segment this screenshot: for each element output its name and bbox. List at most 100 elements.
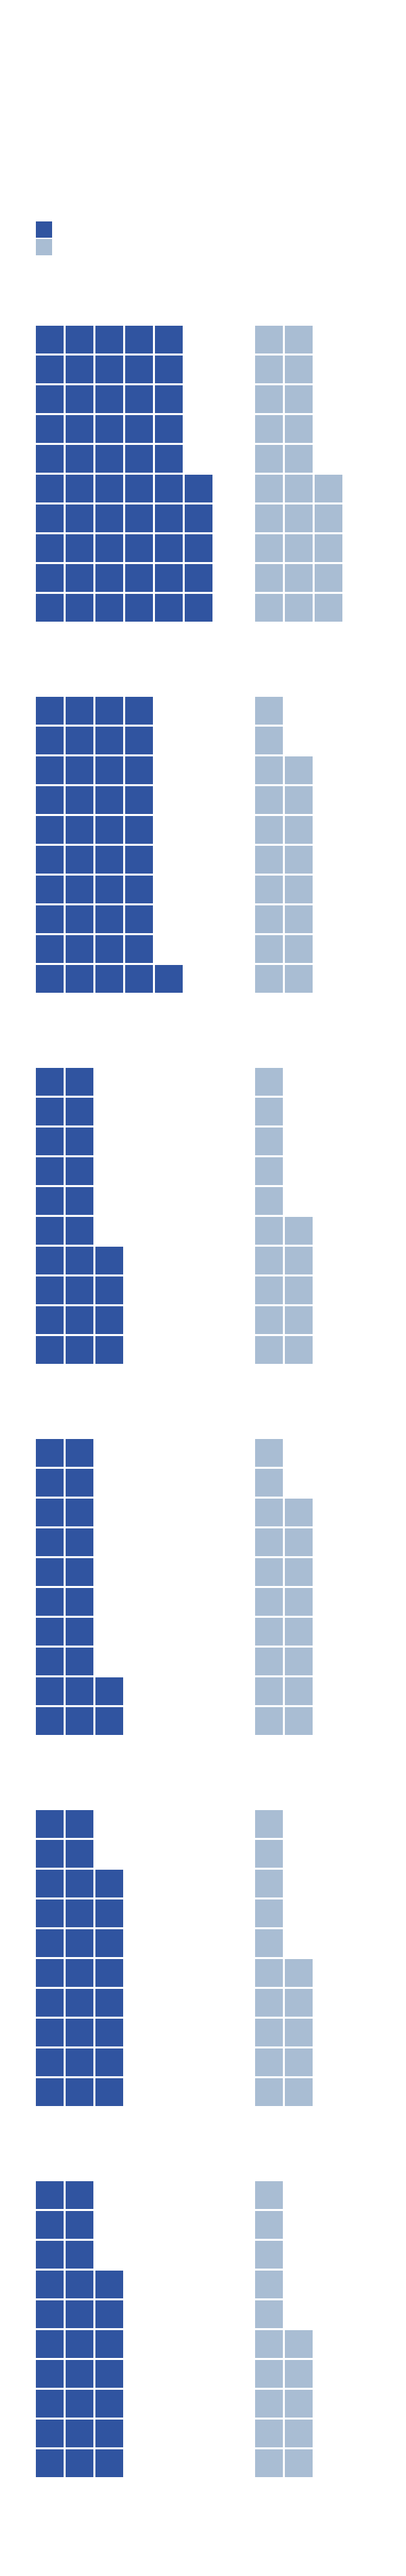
- waffle-cell: [95, 1677, 123, 1705]
- waffle-cell: [255, 2211, 283, 2239]
- waffle-cell: [255, 1989, 283, 2017]
- waffle-cell: [125, 475, 153, 502]
- waffle-cell: [315, 534, 342, 562]
- waffle-cell: [285, 385, 313, 413]
- waffle-cell: [285, 756, 313, 784]
- waffle-series-a-group: [36, 1439, 123, 1735]
- waffle-cell: [66, 1810, 93, 1838]
- waffle-cell: [285, 2078, 313, 2106]
- waffle-cell: [66, 965, 93, 993]
- waffle-cell: [66, 1558, 93, 1586]
- waffle-cell: [255, 1306, 283, 1334]
- waffle-cell: [36, 534, 64, 562]
- waffle-cell: [255, 564, 283, 592]
- waffle-cell: [125, 594, 153, 622]
- waffle-cell: [255, 1068, 283, 1096]
- waffle-cell: [36, 1899, 64, 1927]
- waffle-cell: [36, 876, 64, 903]
- waffle-cell: [36, 1217, 64, 1245]
- waffle-cell: [255, 1929, 283, 1957]
- waffle-series-b-group: [255, 2181, 313, 2477]
- waffle-cell: [66, 876, 93, 903]
- waffle-cell: [36, 786, 64, 814]
- waffle-cell: [185, 564, 212, 592]
- waffle-cell: [255, 2271, 283, 2298]
- waffle-cell: [285, 564, 313, 592]
- waffle-panel-1: [36, 326, 342, 622]
- waffle-cell: [36, 594, 64, 622]
- waffle-cell: [285, 2420, 313, 2447]
- waffle-cell: [36, 2078, 64, 2106]
- waffle-cell: [36, 2360, 64, 2388]
- waffle-cell: [125, 965, 153, 993]
- waffle-cell: [255, 2420, 283, 2447]
- waffle-cell: [95, 1306, 123, 1334]
- waffle-cell: [155, 415, 183, 443]
- waffle-cell: [125, 505, 153, 532]
- waffle-cell: [36, 326, 64, 353]
- waffle-cell: [66, 1306, 93, 1334]
- waffle-cell: [36, 2241, 64, 2269]
- waffle-cell: [36, 445, 64, 473]
- waffle-cell: [255, 2181, 283, 2209]
- waffle-cell: [36, 1528, 64, 1556]
- waffle-cell: [315, 564, 342, 592]
- waffle-cell: [36, 2048, 64, 2076]
- waffle-cell: [66, 1588, 93, 1616]
- waffle-cell: [95, 2048, 123, 2076]
- legend: [36, 221, 52, 255]
- waffle-series-b-group: [255, 1439, 313, 1735]
- waffle-cell: [36, 1989, 64, 2017]
- waffle-cell: [155, 594, 183, 622]
- waffle-cell: [36, 505, 64, 532]
- waffle-cell: [285, 1989, 313, 2017]
- waffle-cell: [125, 385, 153, 413]
- waffle-cell: [285, 1588, 313, 1616]
- waffle-cell: [255, 1899, 283, 1927]
- waffle-cell: [66, 1840, 93, 1868]
- waffle-cell: [95, 2449, 123, 2477]
- waffle-cell: [95, 905, 123, 933]
- waffle-cell: [66, 2181, 93, 2209]
- waffle-cell: [255, 2300, 283, 2328]
- waffle-cell: [95, 756, 123, 784]
- waffle-cell: [36, 2019, 64, 2046]
- waffle-cell: [66, 326, 93, 353]
- waffle-cell: [66, 534, 93, 562]
- waffle-cell: [315, 594, 342, 622]
- waffle-cell: [36, 1276, 64, 1304]
- waffle-cell: [95, 415, 123, 443]
- waffle-cell: [255, 727, 283, 754]
- waffle-cell: [285, 1528, 313, 1556]
- waffle-cell: [36, 1840, 64, 1868]
- waffle-cell: [36, 1707, 64, 1735]
- waffle-cell: [255, 2360, 283, 2388]
- waffle-cell: [95, 727, 123, 754]
- waffle-cell: [66, 1870, 93, 1897]
- waffle-cell: [66, 1528, 93, 1556]
- waffle-cell: [255, 2078, 283, 2106]
- waffle-cell: [255, 415, 283, 443]
- waffle-cell: [125, 935, 153, 963]
- waffle-series-a-group: [36, 2181, 123, 2477]
- waffle-cell: [66, 1648, 93, 1675]
- waffle-cell: [36, 1469, 64, 1497]
- waffle-cell: [66, 1499, 93, 1526]
- waffle-cell: [255, 1707, 283, 1735]
- waffle-cell: [255, 1618, 283, 1646]
- waffle-cell: [255, 1128, 283, 1155]
- waffle-cell: [285, 846, 313, 874]
- waffle-cell: [36, 2420, 64, 2447]
- waffle-cell: [95, 1959, 123, 1987]
- waffle-cell: [285, 1648, 313, 1675]
- waffle-cell: [285, 505, 313, 532]
- waffle-cell: [66, 1989, 93, 2017]
- waffle-cell: [155, 965, 183, 993]
- waffle-cell: [255, 786, 283, 814]
- waffle-series-a-group: [36, 1810, 123, 2106]
- waffle-cell: [36, 2449, 64, 2477]
- waffle-cell: [255, 965, 283, 993]
- waffle-cell: [66, 1469, 93, 1497]
- waffle-cell: [95, 2271, 123, 2298]
